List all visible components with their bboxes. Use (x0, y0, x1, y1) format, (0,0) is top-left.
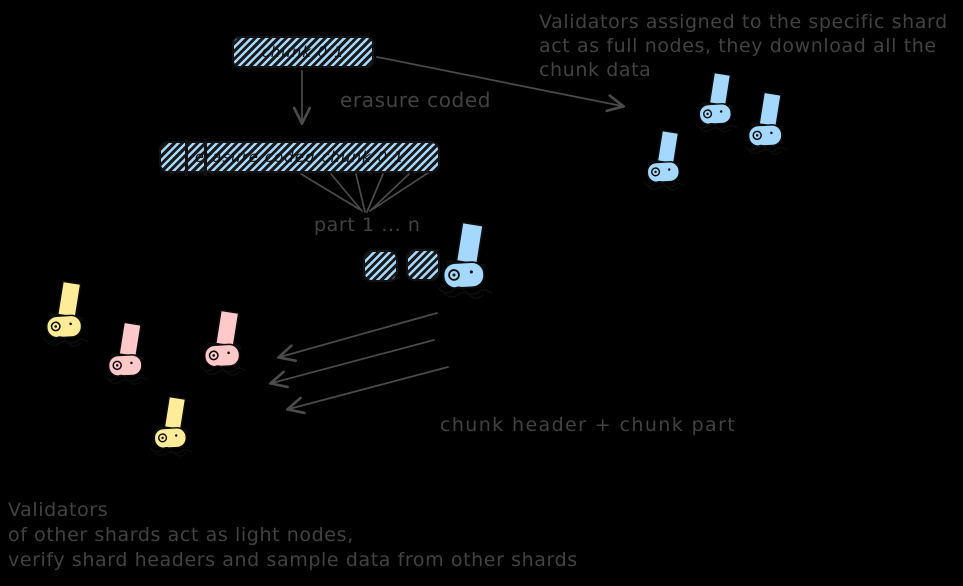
chunk-box-label: chunk 0,1 (261, 43, 345, 61)
arrow-chunk-part-1 (280, 312, 438, 357)
arrow-chunk-part-3 (289, 366, 449, 409)
part-divider (185, 139, 188, 176)
full-node-validator-2 (743, 89, 790, 156)
fan-line (369, 173, 410, 212)
erasure-chunk-box: erasure coded chunk 0,1 (159, 139, 440, 176)
full-node-validator-3 (642, 127, 687, 192)
light-node-validator-1 (41, 278, 90, 348)
light-node-validator-3 (199, 307, 248, 377)
full-nodes-annotation-line: act as full nodes, they download all the (539, 35, 937, 57)
full-nodes-annotation: Validators assigned to the specific shar… (539, 10, 948, 82)
fan-line (372, 166, 438, 210)
chunk-producer-validator (438, 222, 494, 299)
chunk-message-label: chunk header + chunk part (440, 414, 737, 436)
chunk-box: chunk 0,1 (232, 36, 374, 68)
chunk-part-box-1 (363, 250, 398, 282)
light-nodes-annotation: Validators of other shards act as light … (8, 498, 578, 573)
part-range-label: part 1 ... n (314, 214, 421, 236)
part-divider (204, 139, 207, 176)
light-nodes-annotation-line: of other shards act as light nodes, (8, 524, 354, 546)
light-node-validator-2 (103, 319, 150, 386)
fan-line (355, 173, 366, 213)
fan-line (330, 173, 363, 212)
fan-line (366, 173, 384, 213)
erasure-coded-label: erasure coded (340, 88, 492, 112)
arrow-chunk-part-2 (272, 339, 435, 383)
chunk-part-box-2 (406, 249, 440, 281)
light-nodes-annotation-line: Validators (8, 499, 109, 521)
full-nodes-annotation-line: chunk data (539, 59, 652, 81)
full-node-validator-1 (694, 69, 739, 134)
full-nodes-annotation-line: Validators assigned to the specific shar… (539, 11, 948, 33)
fan-line (300, 173, 360, 210)
light-node-validator-4 (149, 393, 194, 458)
erasure-chunk-box-label: erasure coded chunk 0,1 (194, 148, 405, 166)
light-nodes-annotation-line: verify shard headers and sample data fro… (8, 549, 578, 571)
